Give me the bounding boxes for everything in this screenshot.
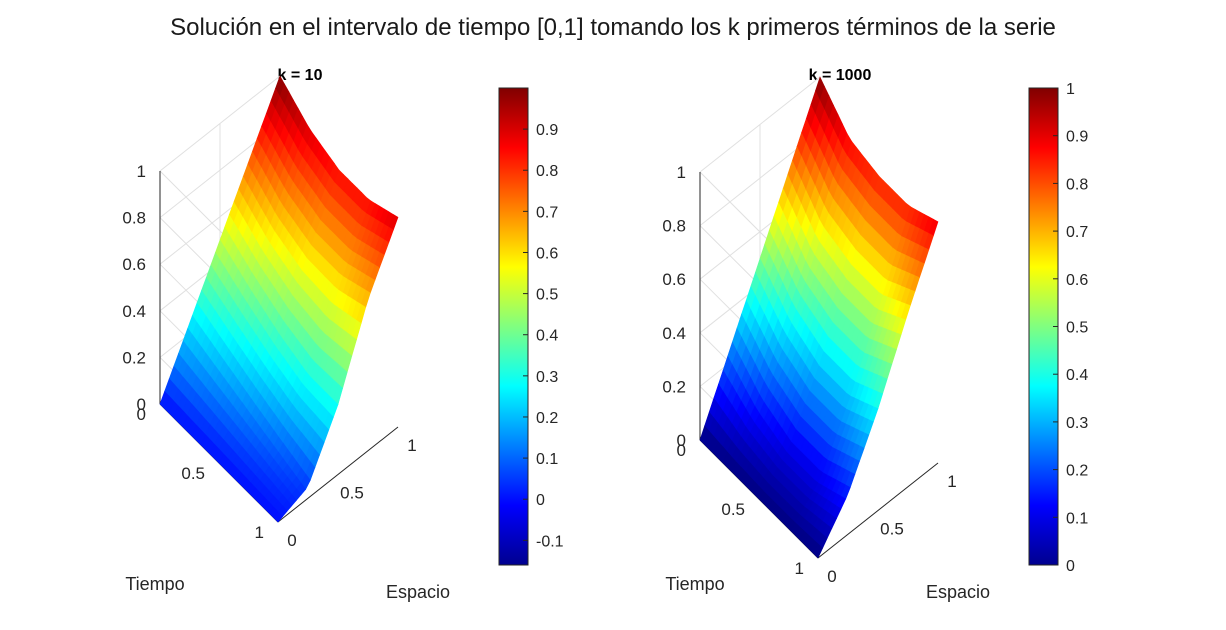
x-tick-label: 1 xyxy=(947,472,956,491)
x-axis-line xyxy=(277,426,399,523)
z-tick-label: 0.4 xyxy=(662,324,686,343)
grid-line xyxy=(699,76,821,173)
figure-suptitle: Solución en el intervalo de tiempo [0,1]… xyxy=(170,14,1056,41)
z-tick-label: 0.4 xyxy=(122,302,146,321)
colorbar-tick-label: 0.8 xyxy=(1066,176,1088,193)
y-tick-label: 0 xyxy=(677,441,686,460)
colorbar xyxy=(498,87,529,566)
surface-plot-k10: k = 10 0 0.2 0.4 0.6 0.8 1 0 0.5 1 0 0.5 1 Espacio Tie… xyxy=(122,67,563,602)
y-axis-label: Tiempo xyxy=(665,574,724,594)
x-tick-label: 1 xyxy=(407,436,416,455)
x-tick-label: 0 xyxy=(827,567,836,586)
z-tick-label: 0.2 xyxy=(122,348,146,367)
colorbar-tick-label: 0 xyxy=(1066,558,1075,575)
colorbar-tick-label: 0.3 xyxy=(536,369,558,386)
colorbar-tick-label: 0.5 xyxy=(1066,320,1088,337)
z-tick-label: 1 xyxy=(677,163,686,182)
y-tick-label: 1 xyxy=(255,523,264,542)
z-tick-label: 1 xyxy=(137,162,146,181)
z-tick-label: 0.6 xyxy=(122,255,146,274)
x-tick-label: 0.5 xyxy=(340,484,364,503)
z-tick-label: 0.8 xyxy=(662,217,686,236)
colorbar-tick-label: 0.6 xyxy=(536,245,558,262)
colorbar-tick-label: 0.1 xyxy=(536,451,558,468)
x-axis-label: Espacio xyxy=(386,582,450,602)
x-tick-label: 0 xyxy=(287,531,296,550)
colorbar-tick-label: 0.7 xyxy=(536,204,558,221)
colorbar-tick-label: 0 xyxy=(536,492,545,509)
colorbar-tick-label: 0.9 xyxy=(536,122,558,139)
colorbar-tick-label: 0.4 xyxy=(536,328,558,345)
y-tick-label: 0.5 xyxy=(721,500,745,519)
surface-mesh xyxy=(699,76,939,559)
colorbar-tick-label: 1 xyxy=(1066,81,1075,98)
z-tick-label: 0 xyxy=(677,431,686,450)
colorbar-tick-label: 0.5 xyxy=(536,287,558,304)
z-tick-label: 0 xyxy=(137,395,146,414)
x-axis-label: Espacio xyxy=(926,582,990,602)
x-tick-label: 0.5 xyxy=(880,520,904,539)
colorbar-tick-label: 0.4 xyxy=(1066,367,1088,384)
y-tick-label: 0.5 xyxy=(181,464,205,483)
colorbar-tick-label: -0.1 xyxy=(536,533,564,550)
z-tick-label: 0.8 xyxy=(122,209,146,228)
grid-line xyxy=(159,75,281,172)
colorbar-tick-label: 0.9 xyxy=(1066,129,1088,146)
plot-title: k = 10 xyxy=(278,67,323,84)
colorbar-tick-label: 0.7 xyxy=(1066,224,1088,241)
y-axis-label: Tiempo xyxy=(125,574,184,594)
colorbar-tick-label: 0.2 xyxy=(536,410,558,427)
surface-mesh xyxy=(159,75,399,523)
surface-patch xyxy=(813,543,823,559)
colorbar-tick-label: 0.3 xyxy=(1066,415,1088,432)
colorbar-tick-label: 0.2 xyxy=(1066,463,1088,480)
surface-plot-k1000: k = 1000 0 0.2 0.4 0.6 0.8 1 0 0.5 1 0 0.5 1 Espacio T… xyxy=(662,67,1088,602)
y-tick-label: 0 xyxy=(137,405,146,424)
surface-patch xyxy=(273,511,284,523)
z-tick-label: 0.6 xyxy=(662,270,686,289)
colorbar-tick-label: 0.6 xyxy=(1066,272,1088,289)
y-tick-label: 1 xyxy=(795,559,804,578)
x-axis-line xyxy=(817,462,939,559)
z-tick-label: 0.2 xyxy=(662,377,686,396)
plot-title: k = 1000 xyxy=(809,67,872,84)
colorbar-tick-label: 0.1 xyxy=(1066,510,1088,527)
colorbar-tick-label: 0.8 xyxy=(536,163,558,180)
